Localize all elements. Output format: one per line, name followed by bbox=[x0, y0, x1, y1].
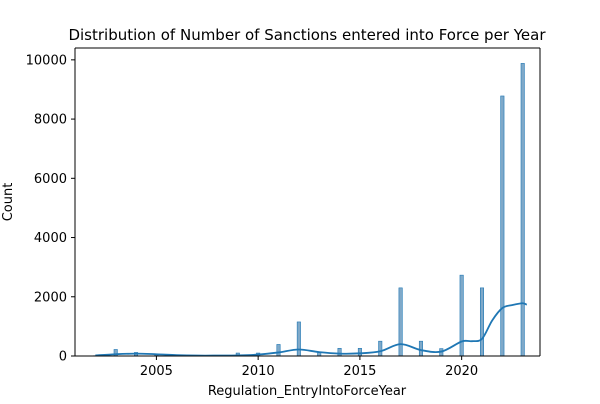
x-tick-label: 2010 bbox=[242, 364, 275, 379]
bar bbox=[379, 341, 382, 356]
bar bbox=[501, 96, 504, 356]
x-tick-label: 2015 bbox=[343, 364, 376, 379]
bar bbox=[521, 63, 524, 356]
y-tick-label: 10000 bbox=[26, 53, 67, 68]
y-tick-label: 0 bbox=[59, 350, 67, 365]
y-tick-label: 2000 bbox=[34, 290, 67, 305]
bar bbox=[460, 275, 463, 356]
chart-title: Distribution of Number of Sanctions ente… bbox=[68, 26, 546, 44]
bar bbox=[338, 348, 341, 356]
y-tick-label: 8000 bbox=[34, 113, 67, 128]
x-tick-label: 2020 bbox=[445, 364, 478, 379]
bar bbox=[419, 341, 422, 356]
x-axis-label: Regulation_EntryIntoForceYear bbox=[208, 384, 407, 399]
bar bbox=[480, 288, 483, 356]
bar bbox=[277, 344, 280, 356]
bar bbox=[399, 288, 402, 356]
bar bbox=[358, 348, 361, 356]
x-tick-label: 2005 bbox=[140, 364, 173, 379]
y-tick-label: 6000 bbox=[34, 172, 67, 187]
bar bbox=[297, 322, 300, 356]
y-axis-label: Count bbox=[1, 183, 16, 222]
y-tick-label: 4000 bbox=[34, 231, 67, 246]
